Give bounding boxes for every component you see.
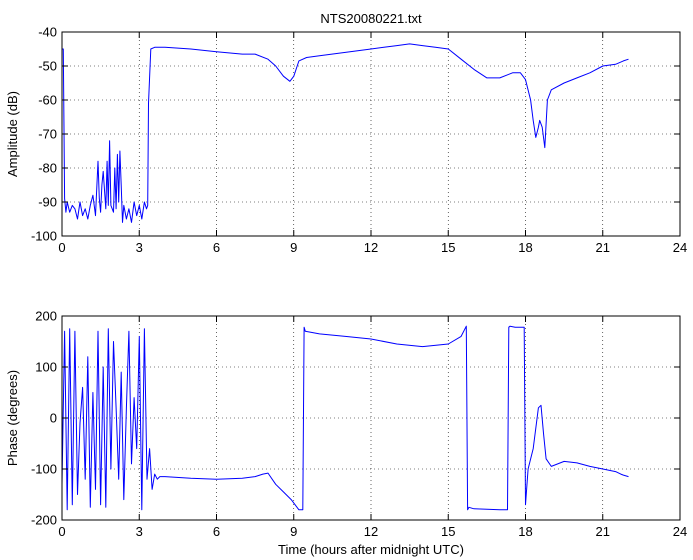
phase-xtick-label: 18 xyxy=(518,524,532,539)
amplitude-ytick-label: -60 xyxy=(38,93,57,108)
amplitude-ytick-label: -100 xyxy=(31,229,57,244)
amplitude-xtick-label: 0 xyxy=(58,240,65,255)
amplitude-xtick-label: 9 xyxy=(290,240,297,255)
phase-xtick-label: 21 xyxy=(596,524,610,539)
phase-x-axis-title: Time (hours after midnight UTC) xyxy=(278,542,464,557)
phase-xtick-label: 9 xyxy=(290,524,297,539)
phase-ytick-label: -200 xyxy=(31,513,57,528)
amplitude-ytick-label: -80 xyxy=(38,161,57,176)
phase-xtick-label: 0 xyxy=(58,524,65,539)
amplitude-y-axis-title: Amplitude (dB) xyxy=(5,91,20,177)
amplitude-ytick-label: -90 xyxy=(38,195,57,210)
amplitude-ytick-label: -40 xyxy=(38,25,57,40)
amplitude-chart-title: NTS20080221.txt xyxy=(320,11,422,26)
amplitude-xtick-label: 18 xyxy=(518,240,532,255)
amplitude-xtick-label: 24 xyxy=(673,240,687,255)
phase-y-axis-title: Phase (degrees) xyxy=(5,370,20,466)
phase-xtick-label: 24 xyxy=(673,524,687,539)
amplitude-ytick-label: -70 xyxy=(38,127,57,142)
amplitude-series-line xyxy=(62,43,629,223)
phase-ytick-label: -100 xyxy=(31,462,57,477)
phase-ytick-label: 200 xyxy=(35,309,57,324)
phase-xtick-label: 6 xyxy=(213,524,220,539)
amplitude-ytick-label: -50 xyxy=(38,59,57,74)
amplitude-xtick-label: 21 xyxy=(596,240,610,255)
phase-series-line xyxy=(61,325,629,511)
amplitude-xtick-label: 6 xyxy=(213,240,220,255)
amplitude-xtick-label: 12 xyxy=(364,240,378,255)
phase-ytick-label: 100 xyxy=(35,360,57,375)
phase-xtick-label: 3 xyxy=(136,524,143,539)
amplitude-xtick-label: 3 xyxy=(136,240,143,255)
phase-xtick-label: 15 xyxy=(441,524,455,539)
phase-xtick-label: 12 xyxy=(364,524,378,539)
amplitude-xtick-label: 15 xyxy=(441,240,455,255)
phase-ytick-label: 0 xyxy=(50,411,57,426)
